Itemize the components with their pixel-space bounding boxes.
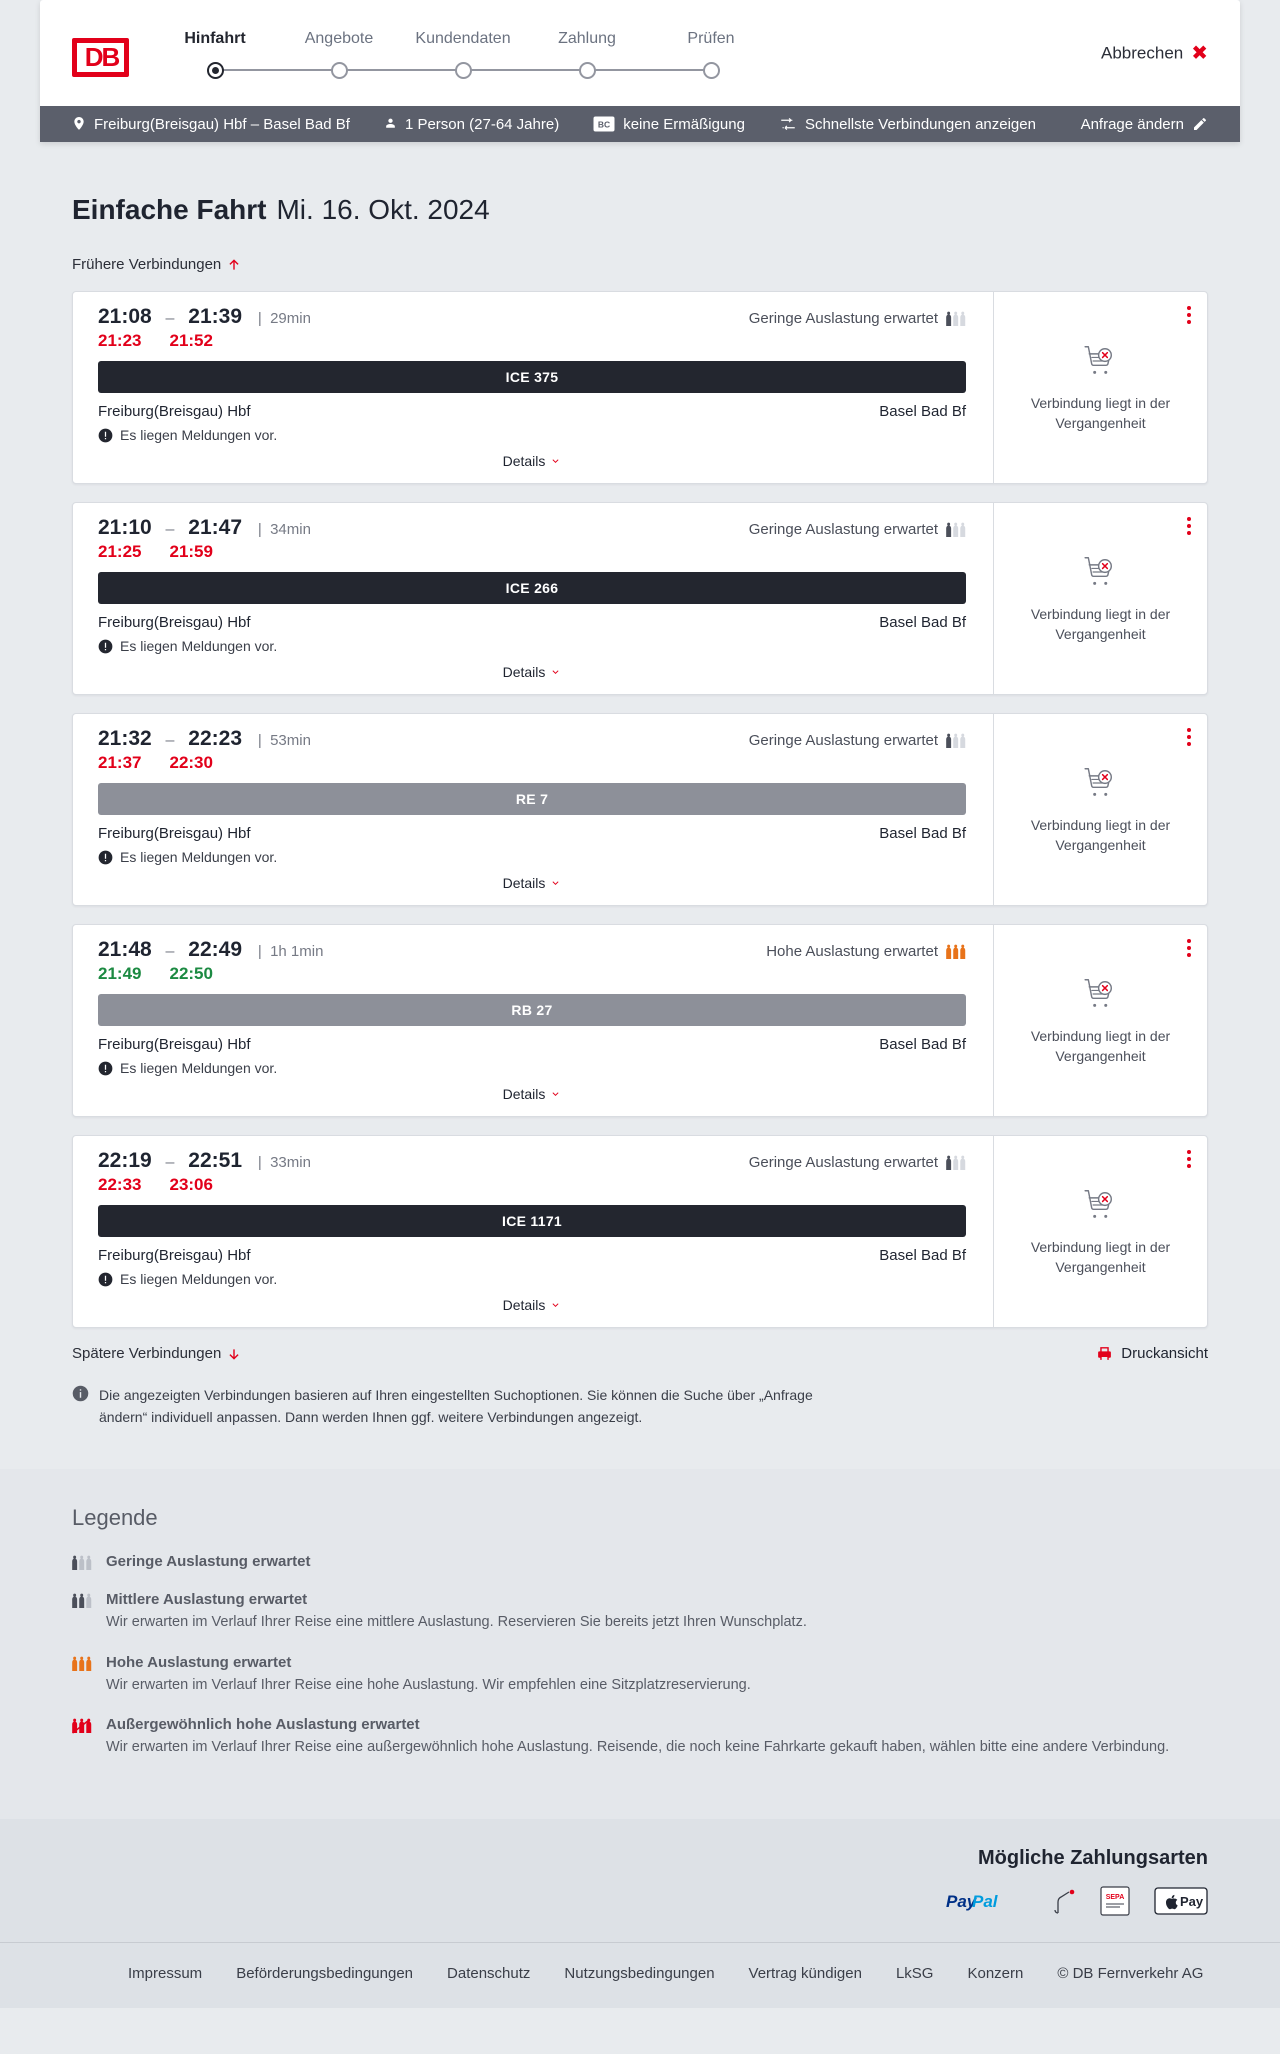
svg-text:Pay: Pay bbox=[1180, 1894, 1204, 1909]
svg-text:Pal: Pal bbox=[972, 1892, 999, 1911]
svg-text:SEPA: SEPA bbox=[1106, 1894, 1125, 1901]
svg-text:BC: BC bbox=[598, 120, 610, 130]
